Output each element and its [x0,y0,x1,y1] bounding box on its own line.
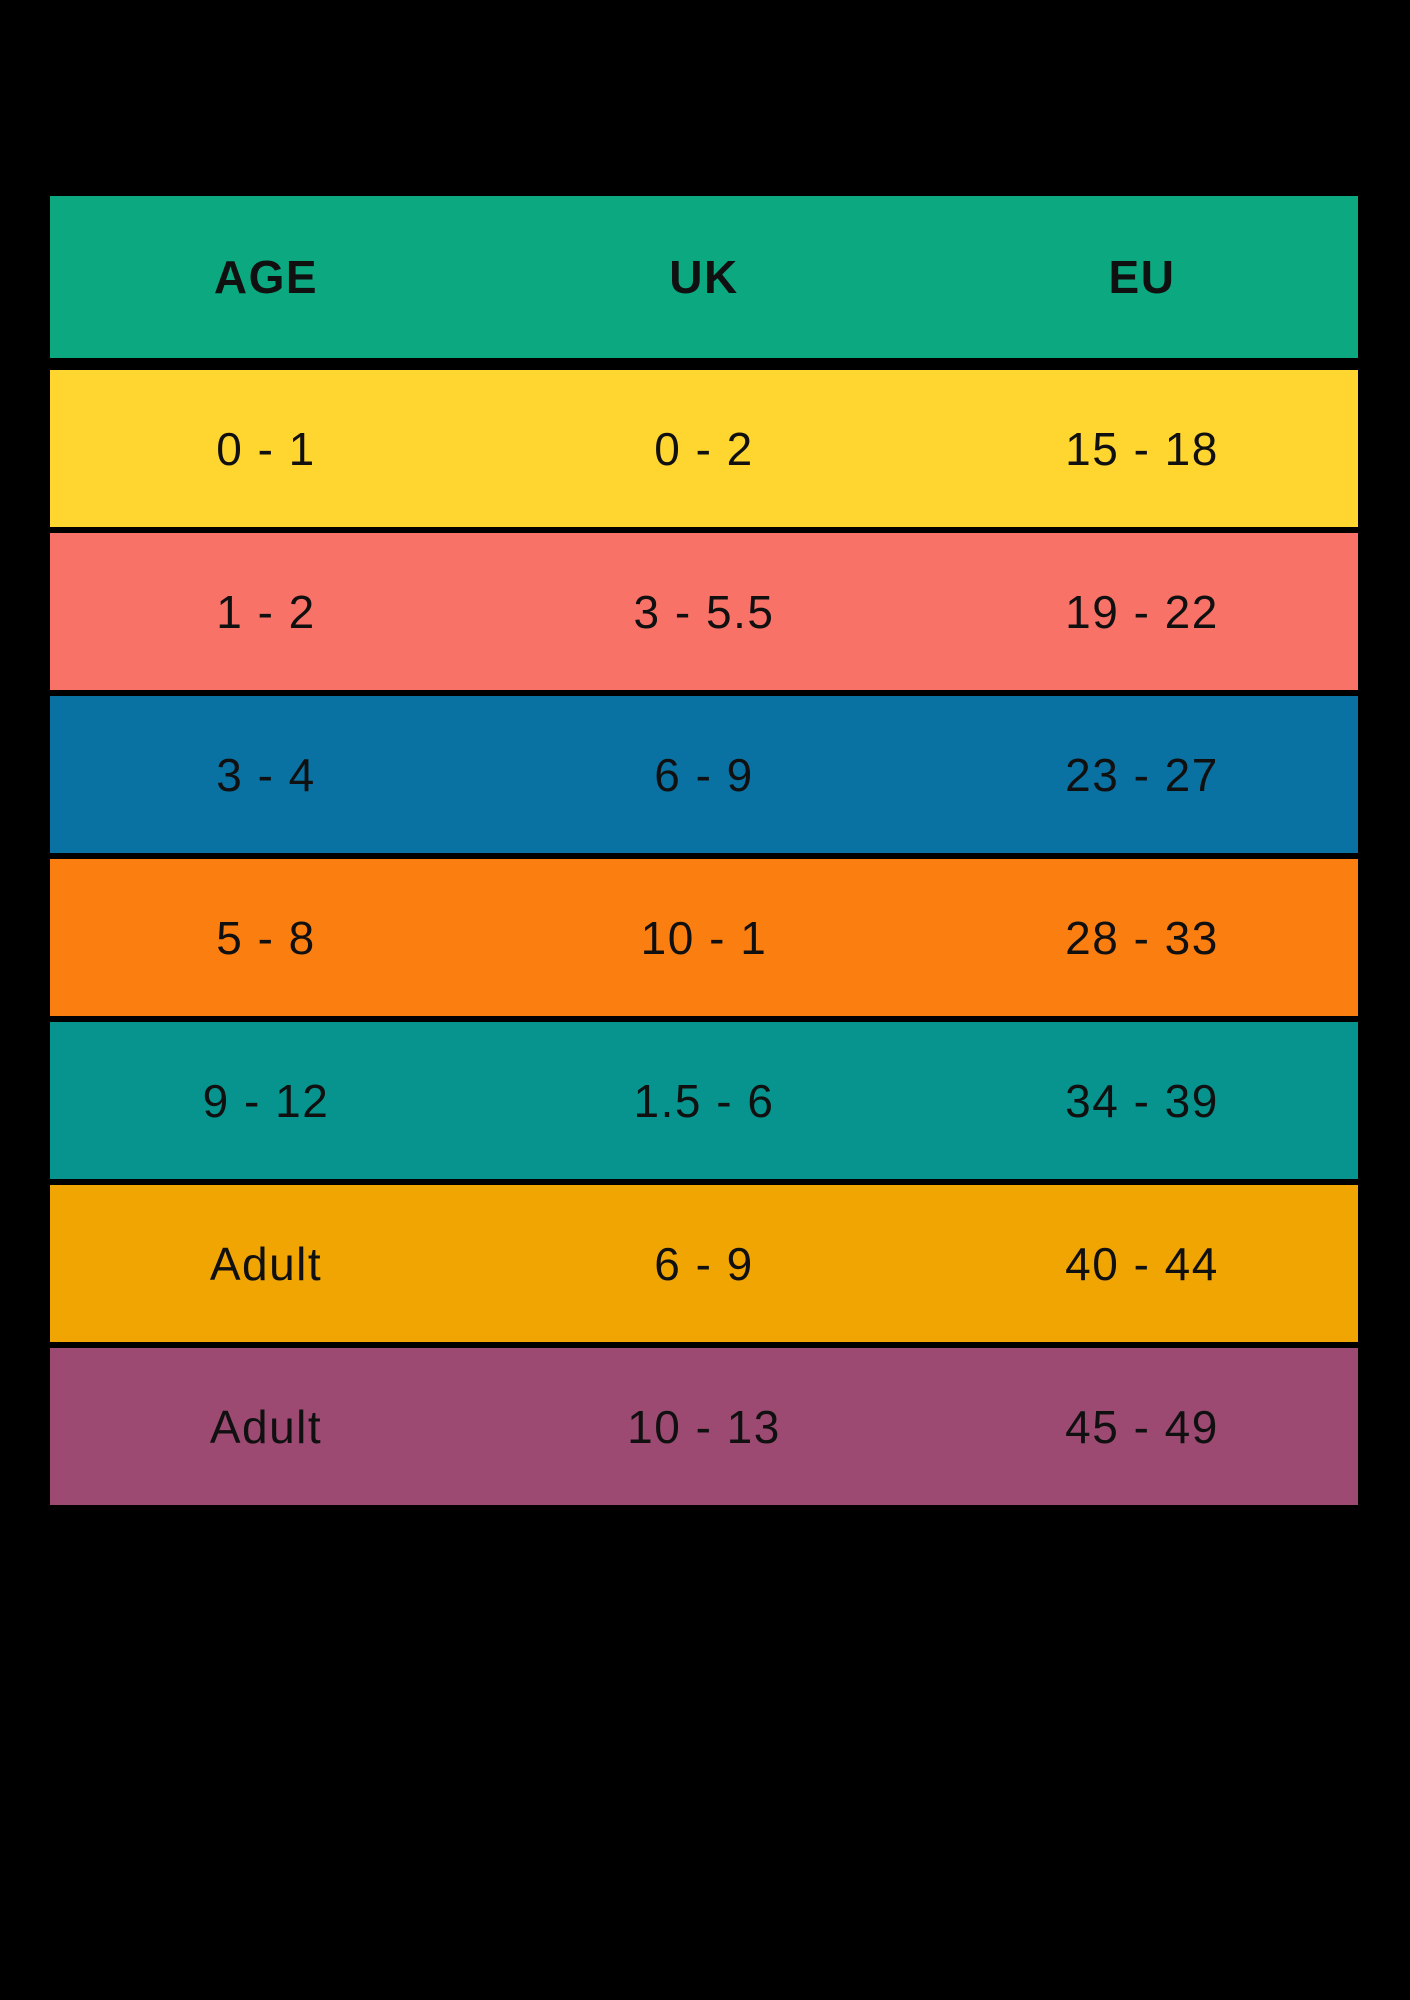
eu-size-cell: 23 - 27 [1065,748,1219,801]
age-cell: Adult [209,1237,323,1290]
table-header-row: AGE UK EU [50,196,1358,358]
eu-size-cell: 40 - 44 [1065,1237,1219,1290]
column-header-uk: UK [669,251,739,303]
age-cell: Adult [209,1400,323,1453]
table-row: 0 - 1 0 - 2 15 - 18 [50,370,1358,527]
eu-size-cell: 15 - 18 [1065,422,1219,475]
table-row: 3 - 4 6 - 9 23 - 27 [50,696,1358,853]
uk-size-cell: 6 - 9 [654,1237,754,1290]
table-row: Adult 10 - 13 45 - 49 [50,1348,1358,1505]
uk-size-cell: 1.5 - 6 [633,1074,775,1127]
age-cell: 1 - 2 [216,585,316,638]
uk-size-cell: 6 - 9 [654,748,754,801]
uk-size-cell: 3 - 5.5 [633,585,775,638]
eu-size-cell: 45 - 49 [1065,1400,1219,1453]
age-cell: 0 - 1 [216,422,316,475]
age-cell: 3 - 4 [216,748,316,801]
table-row: 9 - 12 1.5 - 6 34 - 39 [50,1022,1358,1179]
uk-size-cell: 0 - 2 [654,422,754,475]
uk-size-cell: 10 - 13 [627,1400,781,1453]
eu-size-cell: 19 - 22 [1065,585,1219,638]
eu-size-cell: 28 - 33 [1065,911,1219,964]
table-row: 5 - 8 10 - 1 28 - 33 [50,859,1358,1016]
size-chart-table: AGE UK EU 0 - 1 0 - 2 15 - 18 1 - 2 3 - … [50,196,1358,1511]
age-cell: 9 - 12 [202,1074,330,1127]
eu-size-cell: 34 - 39 [1065,1074,1219,1127]
uk-size-cell: 10 - 1 [640,911,768,964]
table-row: Adult 6 - 9 40 - 44 [50,1185,1358,1342]
column-header-eu: EU [1108,251,1176,303]
table-row: 1 - 2 3 - 5.5 19 - 22 [50,533,1358,690]
age-cell: 5 - 8 [216,911,316,964]
column-header-age: AGE [213,251,319,303]
